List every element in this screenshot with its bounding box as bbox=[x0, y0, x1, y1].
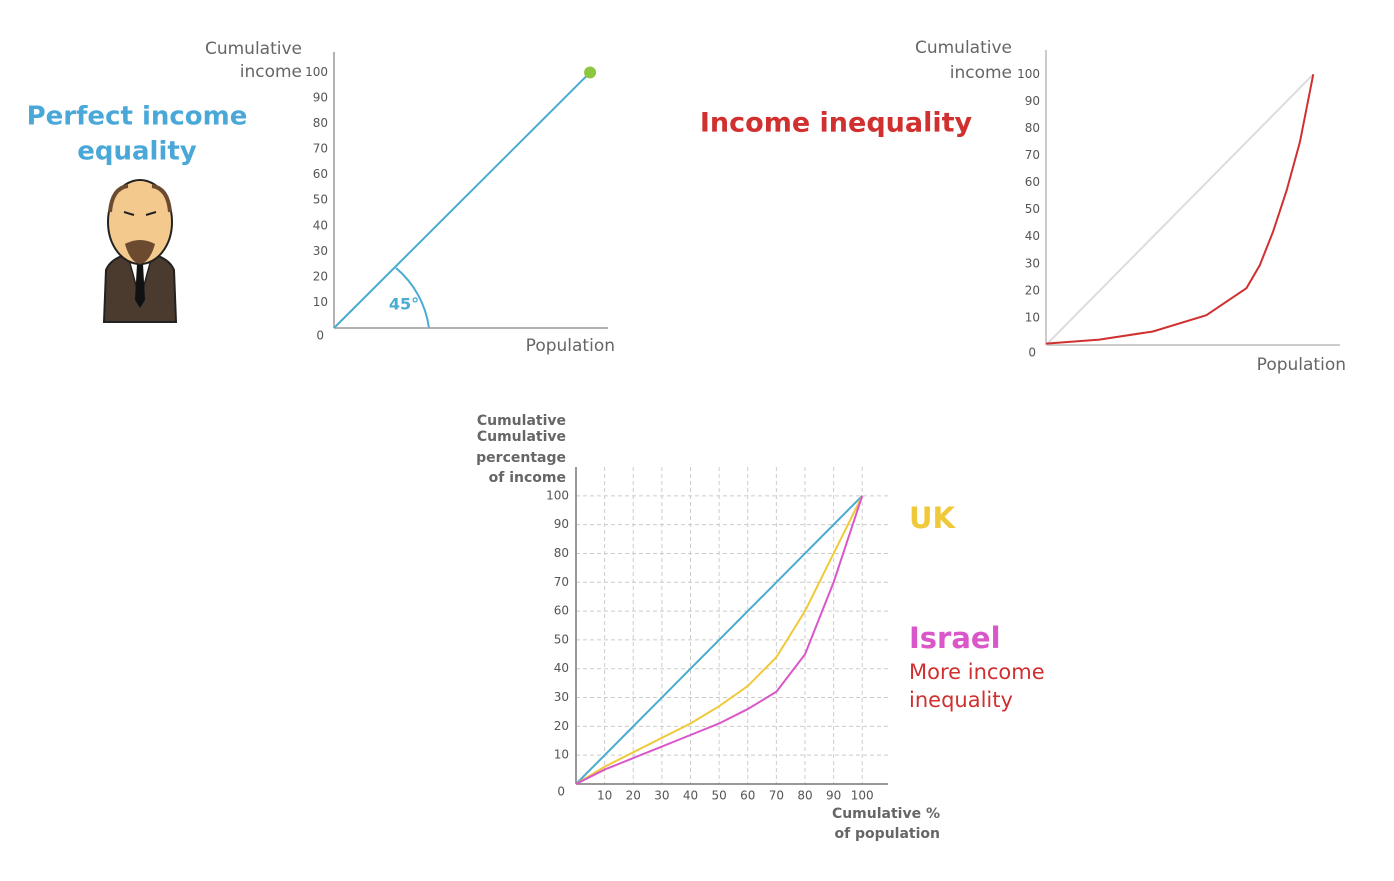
axis-label: Cumulative bbox=[205, 39, 302, 59]
series-line bbox=[1045, 74, 1315, 345]
x-tick-label: 60 bbox=[740, 789, 755, 803]
y-tick-label: 40 bbox=[1025, 229, 1040, 243]
chart-title: Perfect income bbox=[27, 102, 248, 132]
y-tick-label: 0 bbox=[1028, 346, 1036, 360]
y-tick-label: 10 bbox=[554, 748, 569, 762]
y-tick-label: 80 bbox=[313, 116, 328, 130]
y-tick-label: 60 bbox=[1025, 175, 1040, 189]
series-label: Israel bbox=[909, 621, 1001, 655]
y-tick-label: 100 bbox=[546, 488, 569, 502]
axis-label: income bbox=[240, 62, 302, 82]
y-tick-label: 50 bbox=[1025, 202, 1040, 216]
series-label: UK bbox=[909, 501, 957, 535]
y-tick-label: 50 bbox=[313, 193, 328, 207]
y-tick-label: 40 bbox=[554, 661, 569, 675]
y-tick-label: 90 bbox=[313, 91, 328, 105]
y-tick-label: 70 bbox=[554, 575, 569, 589]
y-tick-label: 0 bbox=[316, 329, 324, 343]
series-line bbox=[575, 495, 864, 785]
axis-label: of population bbox=[834, 826, 940, 842]
axis-label: percentage bbox=[476, 450, 566, 466]
y-tick-label: 80 bbox=[554, 546, 569, 560]
axis-label: Cumulative bbox=[477, 413, 566, 429]
y-tick-label: 0 bbox=[557, 785, 565, 799]
x-tick-label: 90 bbox=[826, 789, 841, 803]
annotation: More income bbox=[909, 660, 1045, 684]
y-tick-label: 70 bbox=[1025, 148, 1040, 162]
y-tick-label: 10 bbox=[313, 295, 328, 309]
angle-arc bbox=[395, 267, 430, 329]
y-tick-label: 30 bbox=[1025, 256, 1040, 270]
axis-label: income bbox=[950, 63, 1012, 83]
series-line bbox=[575, 495, 864, 785]
y-tick-label: 80 bbox=[1025, 121, 1040, 135]
y-tick-label: 20 bbox=[1025, 283, 1040, 297]
y-tick-label: 100 bbox=[1017, 67, 1040, 81]
annotation: 45° bbox=[389, 295, 419, 314]
y-tick-label: 50 bbox=[554, 632, 569, 646]
y-tick-label: 90 bbox=[1025, 94, 1040, 108]
y-tick-label: 60 bbox=[554, 604, 569, 618]
axis-label: Cumulative bbox=[915, 38, 1012, 58]
annotation: inequality bbox=[909, 688, 1013, 712]
y-tick-label: 30 bbox=[554, 690, 569, 704]
y-tick-label: 60 bbox=[313, 167, 328, 181]
x-tick-label: 20 bbox=[626, 789, 641, 803]
x-tick-label: 70 bbox=[769, 789, 784, 803]
series-line bbox=[333, 71, 591, 329]
y-tick-label: 40 bbox=[313, 218, 328, 232]
y-tick-label: 70 bbox=[313, 142, 328, 156]
series-line bbox=[575, 495, 863, 785]
axis-label: Population bbox=[1257, 355, 1346, 375]
y-tick-label: 30 bbox=[313, 244, 328, 258]
y-tick-label: 90 bbox=[554, 517, 569, 531]
axis-label: of income bbox=[489, 470, 566, 486]
x-tick-label: 80 bbox=[797, 789, 812, 803]
end-marker bbox=[584, 66, 597, 79]
x-tick-label: 30 bbox=[654, 789, 669, 803]
axis-label: Cumulative bbox=[477, 429, 566, 445]
x-tick-label: 10 bbox=[597, 789, 612, 803]
y-tick-label: 10 bbox=[1025, 310, 1040, 324]
x-tick-label: 100 bbox=[851, 789, 874, 803]
axis-label: Cumulative % bbox=[832, 806, 940, 822]
chart-title: equality bbox=[77, 137, 197, 167]
y-tick-label: 100 bbox=[305, 65, 328, 79]
chart-title: Income inequality bbox=[700, 108, 973, 139]
y-tick-label: 20 bbox=[554, 719, 569, 733]
x-tick-label: 50 bbox=[711, 789, 726, 803]
x-tick-label: 40 bbox=[683, 789, 698, 803]
series-line bbox=[1045, 73, 1314, 346]
axis-label: Population bbox=[526, 336, 615, 356]
cartoon-man bbox=[102, 179, 178, 323]
y-tick-label: 20 bbox=[313, 269, 328, 283]
